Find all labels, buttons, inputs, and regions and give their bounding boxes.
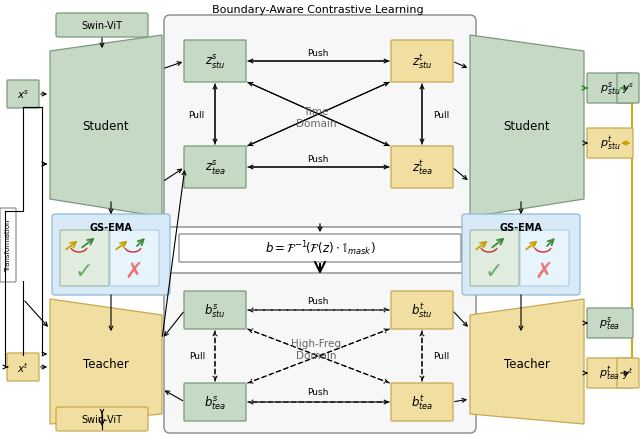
FancyBboxPatch shape (184, 383, 246, 421)
Polygon shape (470, 299, 584, 424)
Text: ✗: ✗ (534, 261, 554, 281)
FancyBboxPatch shape (391, 291, 453, 329)
FancyBboxPatch shape (587, 74, 633, 104)
Text: Swin-ViT: Swin-ViT (81, 21, 122, 31)
Text: $p^t_{stu}$: $p^t_{stu}$ (600, 134, 620, 153)
Text: $b^s_{tea}$: $b^s_{tea}$ (204, 393, 226, 411)
FancyBboxPatch shape (617, 74, 639, 104)
FancyBboxPatch shape (391, 147, 453, 189)
Text: Swin-ViT: Swin-ViT (81, 414, 122, 424)
Text: $b = \mathcal{F}^{-1}\!\left(\mathcal{F}\left(z\right)\cdot\mathbb{1}_{mask}\rig: $b = \mathcal{F}^{-1}\!\left(\mathcal{F}… (265, 239, 375, 258)
Text: Student: Student (83, 120, 129, 133)
Text: $z^t_{stu}$: $z^t_{stu}$ (412, 52, 432, 71)
FancyBboxPatch shape (110, 230, 159, 286)
Text: $p^s_{tea}$: $p^s_{tea}$ (600, 315, 621, 332)
FancyBboxPatch shape (0, 208, 16, 283)
FancyBboxPatch shape (470, 230, 519, 286)
FancyBboxPatch shape (391, 41, 453, 83)
Text: $z^s_{stu}$: $z^s_{stu}$ (205, 53, 225, 71)
Polygon shape (470, 36, 584, 218)
FancyBboxPatch shape (184, 291, 246, 329)
FancyBboxPatch shape (7, 353, 39, 381)
Text: Teacher: Teacher (504, 358, 550, 371)
FancyBboxPatch shape (391, 383, 453, 421)
FancyBboxPatch shape (179, 234, 461, 262)
Text: Transformation: Transformation (5, 219, 11, 272)
Text: Push: Push (307, 48, 329, 57)
Text: ✗: ✗ (125, 261, 143, 281)
Text: $x^t$: $x^t$ (17, 360, 29, 374)
FancyBboxPatch shape (520, 230, 569, 286)
Text: High-Freq
Domain: High-Freq Domain (291, 339, 341, 360)
Text: $z^s_{tea}$: $z^s_{tea}$ (205, 159, 225, 177)
FancyBboxPatch shape (587, 308, 633, 338)
Text: Pull: Pull (433, 352, 449, 360)
FancyBboxPatch shape (52, 215, 170, 295)
Text: $p^t_{tea}$: $p^t_{tea}$ (600, 364, 621, 382)
Text: Time
Domain: Time Domain (296, 107, 336, 128)
Text: Student: Student (504, 120, 550, 133)
Text: ✓: ✓ (75, 261, 93, 281)
Text: $x^s$: $x^s$ (17, 88, 29, 101)
FancyBboxPatch shape (7, 81, 39, 109)
Text: Teacher: Teacher (83, 358, 129, 371)
FancyBboxPatch shape (462, 215, 580, 295)
Text: $b^t_{tea}$: $b^t_{tea}$ (411, 392, 433, 412)
FancyBboxPatch shape (184, 41, 246, 83)
FancyBboxPatch shape (164, 16, 476, 227)
FancyBboxPatch shape (617, 358, 639, 388)
Text: Boundary-Aware Contrastive Learning: Boundary-Aware Contrastive Learning (212, 5, 424, 15)
FancyBboxPatch shape (56, 14, 148, 38)
FancyBboxPatch shape (587, 358, 633, 388)
Text: $y^t$: $y^t$ (622, 365, 634, 381)
Text: $z^t_{tea}$: $z^t_{tea}$ (412, 158, 433, 177)
Text: Pull: Pull (189, 352, 205, 360)
Text: Push: Push (307, 154, 329, 163)
Text: $b^t_{stu}$: $b^t_{stu}$ (411, 301, 433, 320)
Text: $b^s_{stu}$: $b^s_{stu}$ (204, 301, 226, 319)
Text: Push: Push (307, 296, 329, 305)
Text: Pull: Pull (433, 110, 449, 119)
FancyBboxPatch shape (184, 147, 246, 189)
Text: $y^s$: $y^s$ (621, 81, 634, 96)
FancyBboxPatch shape (164, 273, 476, 433)
FancyBboxPatch shape (587, 129, 633, 159)
FancyBboxPatch shape (56, 407, 148, 431)
FancyBboxPatch shape (60, 230, 109, 286)
Polygon shape (50, 299, 162, 424)
Text: GS-EMA: GS-EMA (500, 223, 543, 233)
Text: Push: Push (307, 388, 329, 396)
Polygon shape (50, 36, 162, 218)
Text: $p^s_{stu}$: $p^s_{stu}$ (600, 80, 620, 97)
Text: Pull: Pull (188, 110, 204, 119)
Text: ✓: ✓ (484, 261, 503, 281)
Text: GS-EMA: GS-EMA (90, 223, 132, 233)
